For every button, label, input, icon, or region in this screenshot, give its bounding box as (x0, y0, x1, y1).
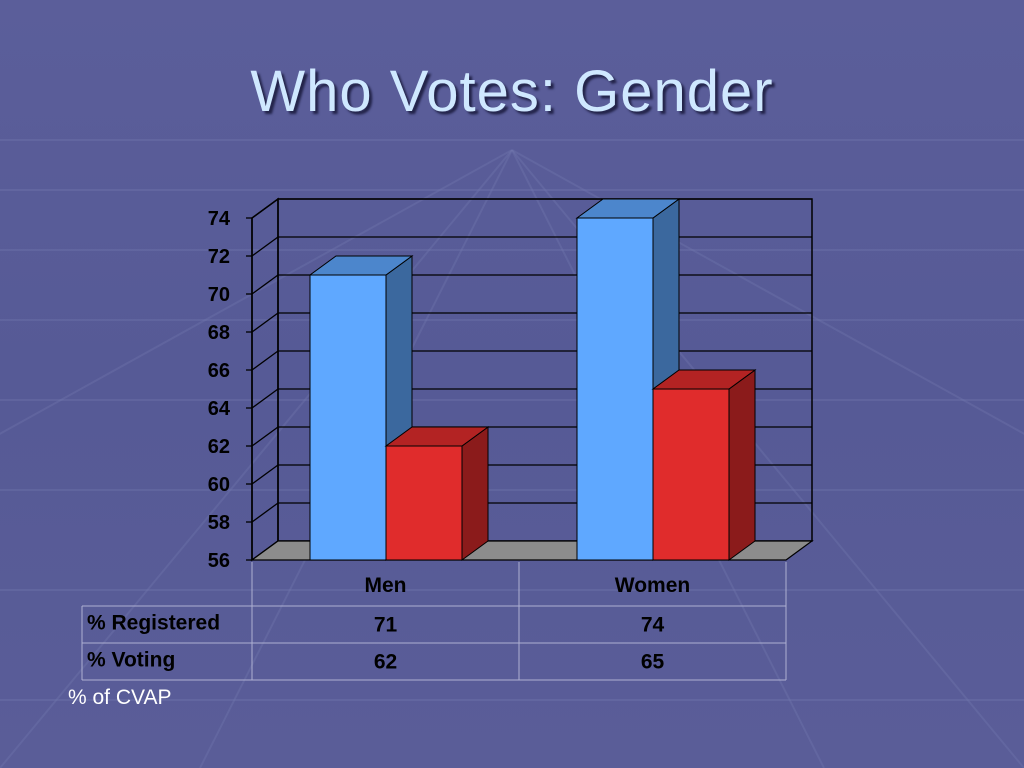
footnote: % of CVAP (68, 686, 172, 709)
y-tick-label: 68 (208, 322, 230, 344)
bar--voting-men (384, 426, 490, 561)
table-row-label: % Voting (87, 649, 175, 672)
slide-title: Who Votes: Gender (250, 59, 774, 124)
bar-side (728, 369, 756, 561)
y-tick-label: 60 (208, 474, 230, 496)
y-tick-label: 70 (208, 284, 230, 306)
bar-front (576, 217, 654, 561)
bar--voting-women (651, 369, 757, 561)
x-category-label: Men (365, 574, 407, 597)
y-tick-label: 74 (208, 208, 231, 230)
bar-front (309, 274, 387, 561)
table-cell-value: 71 (374, 614, 398, 637)
table-cell-value: 65 (641, 651, 665, 674)
bar--registered-men (308, 255, 414, 561)
gridline (251, 236, 812, 257)
y-tick-label: 64 (208, 398, 231, 420)
y-tick-label: 56 (208, 550, 230, 572)
bar-front (652, 388, 730, 561)
bar-side (461, 426, 489, 561)
y-tick-label: 72 (208, 246, 230, 268)
x-category-label: Women (615, 574, 690, 597)
table-row-label: % Registered (87, 612, 220, 635)
y-tick-label: 58 (208, 512, 230, 534)
bar-front (385, 445, 463, 561)
gridline (251, 198, 812, 219)
y-tick-label: 62 (208, 436, 230, 458)
y-tick-label: 66 (208, 360, 230, 382)
table-cell-value: 74 (641, 614, 665, 637)
table-cell-value: 62 (374, 651, 397, 674)
